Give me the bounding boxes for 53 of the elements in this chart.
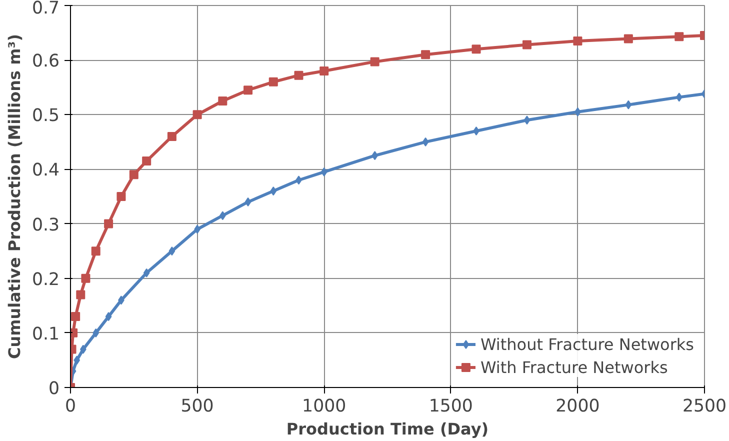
point — [142, 156, 152, 166]
x-tick-label: 1500 — [428, 396, 473, 416]
y-tick-label: 0.4 — [32, 160, 60, 181]
point — [74, 356, 80, 365]
legend-label: With Fracture Networks — [480, 358, 668, 376]
point — [522, 40, 532, 50]
point — [320, 167, 328, 176]
y-tick-label: 0.7 — [32, 0, 60, 18]
point — [167, 132, 176, 141]
x-tick-label: 2000 — [556, 396, 600, 416]
y-tick-label: 0 — [48, 379, 60, 399]
point — [116, 192, 126, 201]
point — [421, 50, 430, 60]
point — [129, 170, 138, 180]
point — [244, 197, 252, 206]
point — [244, 86, 253, 95]
x-tick-label: 0 — [64, 396, 76, 416]
point — [370, 57, 380, 66]
point — [218, 96, 228, 106]
point — [472, 44, 481, 54]
point — [76, 290, 86, 300]
point — [320, 66, 329, 76]
point — [104, 219, 114, 228]
point — [71, 312, 80, 322]
y-axis-title: Cumulative Production (Millions m³) — [4, 34, 24, 360]
y-tick-label: 0.2 — [32, 270, 60, 290]
point — [676, 92, 682, 102]
x-tick-label: 500 — [180, 396, 214, 416]
x-tick-label: 2500 — [682, 396, 727, 416]
point — [422, 137, 429, 146]
point — [219, 211, 226, 220]
point — [268, 77, 278, 86]
point — [81, 274, 90, 283]
point — [573, 36, 582, 46]
y-tick-label: 0.1 — [32, 324, 60, 344]
point — [92, 328, 100, 338]
legend-label: Without Fracture Networks — [480, 334, 694, 354]
point — [105, 312, 112, 322]
point — [168, 246, 176, 256]
y-tick-label: 0.5 — [32, 106, 60, 126]
point — [294, 70, 304, 80]
x-tick-label: 1000 — [302, 396, 346, 416]
x-axis-title: Production Time (Day) — [286, 420, 489, 438]
y-tick-label: 0.6 — [32, 52, 60, 72]
point — [192, 110, 202, 120]
point — [143, 268, 150, 278]
point — [91, 246, 100, 256]
point — [524, 116, 530, 125]
point — [270, 186, 277, 196]
y-tick-label: 0.3 — [32, 215, 60, 236]
point — [674, 32, 684, 42]
point — [624, 34, 633, 44]
point — [625, 100, 632, 110]
